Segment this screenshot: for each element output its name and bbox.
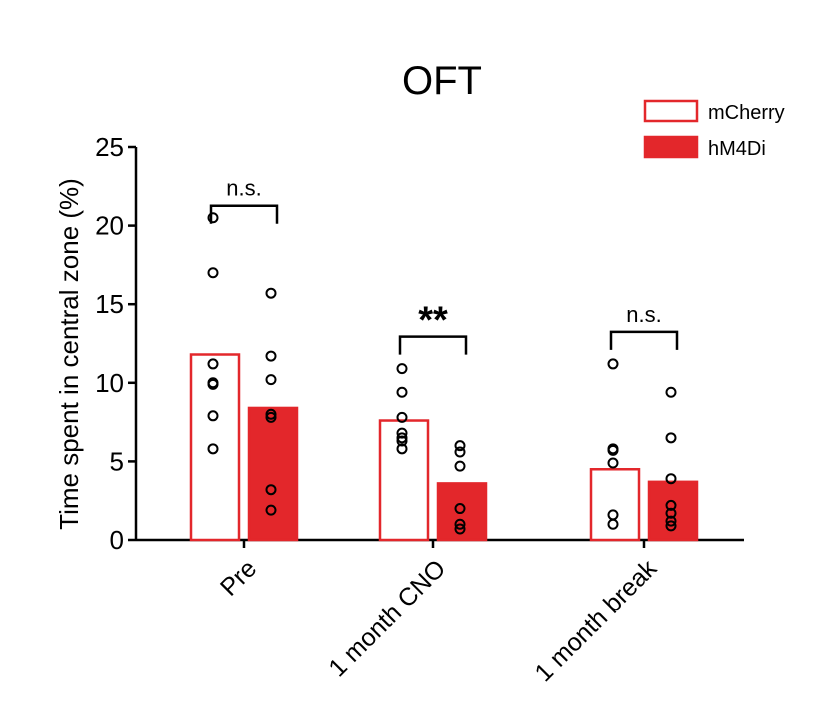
data-point-hm4di (265, 411, 277, 423)
data-point-hm4di (265, 350, 277, 362)
data-point-hm4di (265, 287, 277, 299)
data-point-mcherry (207, 358, 219, 370)
data-point-mcherry (207, 212, 219, 224)
data-point-mcherry (607, 358, 619, 370)
data-point-mcherry (207, 443, 219, 455)
data-point-mcherry (396, 386, 408, 398)
bar-hm4di-1 (247, 406, 299, 542)
data-point-hm4di (265, 374, 277, 386)
data-point-mcherry (207, 267, 219, 279)
data-point-mcherry (396, 363, 408, 375)
data-point-mcherry (396, 435, 408, 447)
data-point-mcherry (396, 443, 408, 455)
x-tick-label: Pre (215, 554, 262, 601)
legend-swatch-mcherry (643, 99, 699, 123)
data-point-mcherry (607, 457, 619, 469)
data-point-mcherry (607, 518, 619, 530)
legend-swatch-hm4di (643, 135, 699, 159)
data-point-hm4di (665, 515, 677, 527)
data-point-mcherry (396, 411, 408, 423)
y-tick-label: 0 (110, 525, 124, 555)
data-point-mcherry (607, 444, 619, 456)
bar-mcherry-2 (378, 419, 430, 542)
bar-mcherry-3 (589, 468, 641, 542)
legend-label-mcherry: mCherry (708, 102, 785, 124)
y-tick-label: 5 (110, 446, 124, 476)
data-point-mcherry (396, 427, 408, 439)
chart-title: OFT (402, 59, 482, 103)
y-tick-label: 20 (95, 211, 124, 241)
y-tick-label: 25 (95, 132, 124, 162)
data-point-hm4di (454, 440, 466, 452)
significance-bracket (609, 330, 679, 350)
bar-hm4di-3 (647, 480, 699, 542)
data-point-hm4di (665, 473, 677, 485)
legend-label-hm4di: hM4Di (708, 138, 766, 160)
data-point-hm4di (454, 446, 466, 458)
data-point-hm4di (265, 484, 277, 496)
data-point-hm4di (265, 504, 277, 516)
data-point-hm4di (665, 507, 677, 519)
data-point-mcherry (207, 410, 219, 422)
significance-bracket (209, 204, 279, 224)
data-point-mcherry (207, 378, 219, 390)
y-axis-label: Time spent in central zone (%) (54, 178, 84, 530)
data-point-hm4di (665, 386, 677, 398)
data-point-hm4di (665, 520, 677, 532)
plot-area: 0 5 10 15 20 25 Pre n.s. 1 month CNO ** 1 month br… (95, 132, 744, 687)
significance-label: ** (418, 300, 448, 342)
bar-mcherry-1 (189, 353, 241, 542)
data-point-hm4di (454, 503, 466, 515)
data-point-hm4di (454, 518, 466, 530)
significance-label: n.s. (226, 176, 261, 201)
significance-bracket (398, 335, 468, 355)
data-point-hm4di (665, 499, 677, 511)
legend: mCherry hM4Di (643, 99, 785, 160)
significance-label: n.s. (626, 302, 661, 327)
data-point-hm4di (454, 460, 466, 472)
x-tick-label: 1 month break (529, 554, 662, 687)
y-tick-label: 10 (95, 368, 124, 398)
y-tick-label: 15 (95, 289, 124, 319)
x-tick-label: 1 month CNO (323, 554, 451, 682)
data-point-hm4di (454, 523, 466, 535)
data-point-hm4di (665, 432, 677, 444)
